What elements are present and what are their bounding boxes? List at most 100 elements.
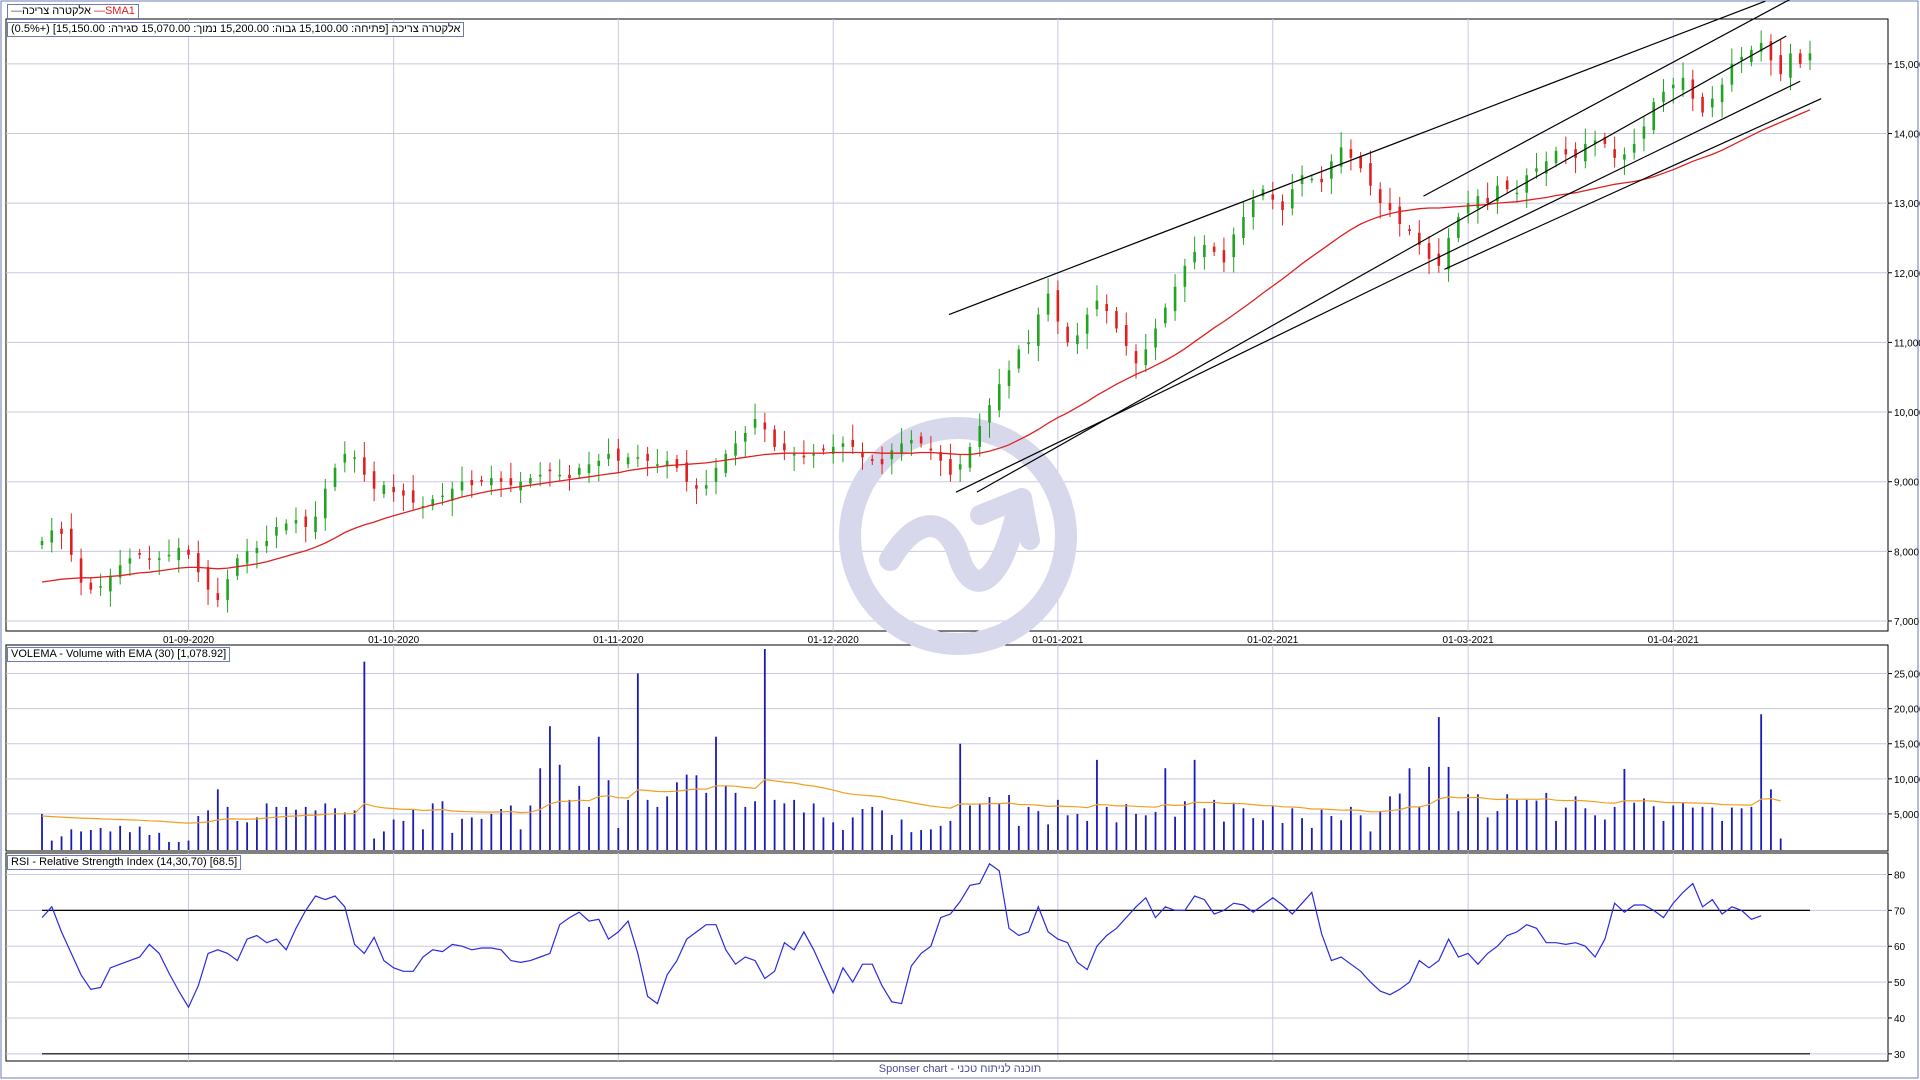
candle — [128, 548, 132, 577]
candle-body — [665, 460, 669, 467]
candle — [499, 471, 503, 498]
x-tick-label: 01-10-2020 — [368, 635, 420, 646]
candle — [1105, 294, 1109, 324]
candle-body — [1232, 234, 1235, 258]
candle — [929, 436, 933, 461]
candle — [109, 568, 112, 607]
candle-body — [1632, 143, 1636, 153]
candle — [1339, 132, 1343, 174]
candle — [187, 545, 190, 560]
candle-body — [958, 464, 962, 470]
candle — [607, 438, 610, 467]
candle — [1349, 139, 1353, 171]
candle — [870, 454, 874, 465]
candle — [441, 483, 444, 506]
candle-body — [1535, 168, 1538, 172]
volume-panel-title: VOLEMA - Volume with EMA (30) [1,078.92] — [7, 647, 231, 662]
candle — [851, 424, 855, 454]
candle-body — [1701, 96, 1704, 113]
candle-body — [1290, 189, 1294, 209]
candle — [695, 478, 698, 504]
candle — [1427, 236, 1431, 275]
y-tick-label: 11,000 — [1894, 338, 1920, 349]
candle — [1417, 220, 1421, 255]
candle-body — [1281, 201, 1284, 211]
y-tick-label: 25,000 — [1894, 670, 1920, 681]
candle-body — [695, 485, 698, 489]
candle-body — [128, 558, 132, 564]
y-tick-label: 8,000 — [1894, 547, 1919, 558]
candle-body — [1251, 199, 1255, 218]
candle-body — [919, 436, 923, 444]
candle — [724, 449, 728, 478]
candle-body — [822, 448, 825, 451]
candle — [1242, 201, 1245, 245]
candle-body — [411, 490, 415, 503]
candle-body — [138, 553, 141, 555]
y-tick-label: 15,000 — [1894, 740, 1920, 751]
candle-body — [450, 488, 454, 501]
candle-body — [997, 384, 1001, 411]
candle-body — [548, 469, 552, 472]
candle — [617, 438, 620, 474]
volume-panel — [41, 649, 1782, 850]
candle-body — [1466, 203, 1470, 214]
candle-body — [1603, 136, 1607, 144]
candle-body — [1662, 91, 1665, 103]
panel-frame — [5, 644, 1889, 852]
candle — [1017, 345, 1021, 373]
candle — [861, 442, 864, 470]
x-axis-labels: 01-09-2020 01-10-2020 01-11-2020 01-12-2020… — [163, 635, 1699, 646]
candle — [792, 446, 796, 471]
candle-body — [743, 432, 747, 442]
candle-body — [226, 579, 229, 601]
candle-body — [577, 467, 581, 475]
x-tick-label: 01-02-2021 — [1247, 635, 1299, 646]
candle-body — [1349, 149, 1353, 158]
series-legend: —אלקטרה צריכה —SMA1 — [7, 4, 139, 19]
candle-body — [1417, 232, 1421, 245]
candle — [1398, 196, 1402, 237]
candle-body — [1164, 307, 1167, 324]
candle-body — [1476, 196, 1480, 209]
candle-body — [333, 467, 337, 487]
candle-body — [245, 551, 249, 564]
candle — [1369, 150, 1372, 196]
candle-body — [1173, 286, 1177, 312]
candle-body — [196, 553, 200, 573]
candle — [919, 432, 923, 448]
candle — [1662, 79, 1665, 112]
candle — [802, 440, 806, 465]
legend-sma-name: SMA1 — [104, 5, 135, 17]
candle-body — [1193, 251, 1196, 263]
candle-body — [1623, 154, 1626, 160]
candle-body — [1505, 180, 1509, 190]
candle — [968, 442, 972, 472]
candle — [1740, 47, 1743, 73]
candle-body — [1154, 328, 1157, 348]
candle — [1544, 151, 1548, 187]
candle-body — [50, 530, 54, 543]
candle-body — [1798, 53, 1802, 64]
candle-body — [773, 429, 776, 447]
candle — [734, 430, 737, 466]
candle-body — [1711, 98, 1714, 108]
candle-body — [890, 450, 894, 460]
trendline — [1444, 98, 1822, 270]
candle — [1681, 62, 1685, 97]
candle — [1046, 278, 1050, 322]
candle-body — [792, 453, 796, 456]
candle — [1779, 39, 1782, 82]
candle-body — [314, 516, 317, 533]
candle-body — [421, 506, 425, 508]
candle-body — [1769, 41, 1773, 61]
candle-body — [480, 479, 483, 482]
candle-body — [109, 575, 112, 592]
candle — [1320, 166, 1323, 192]
candle — [910, 430, 913, 456]
candle-body — [1134, 351, 1138, 364]
candle-body — [89, 582, 93, 590]
grid-lines — [6, 19, 1888, 1061]
candle-body — [1222, 250, 1226, 263]
candle — [411, 475, 415, 510]
